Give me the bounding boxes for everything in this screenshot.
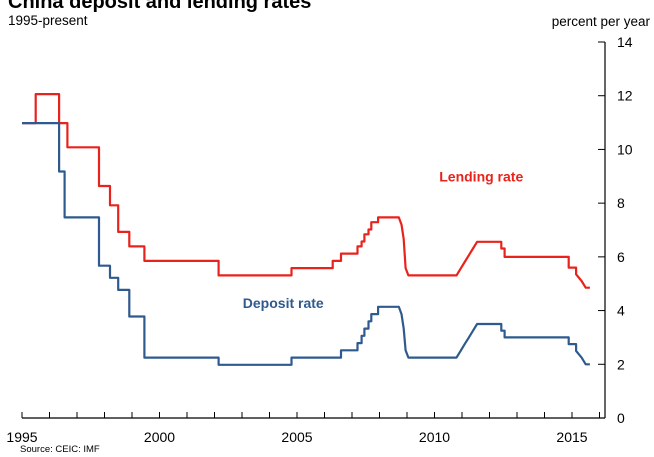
y-tick-label: 8 bbox=[617, 195, 625, 211]
source-note: Source: CEIC: IMF bbox=[20, 444, 100, 455]
lending-rate-line bbox=[22, 93, 590, 289]
y-tick-label: 0 bbox=[617, 410, 625, 426]
y-tick-label: 14 bbox=[617, 34, 633, 50]
x-tick-label: 2005 bbox=[281, 429, 312, 445]
chart-axes: 0 2 4 6 8 10 12 14 1995 2000 2005 2010 2015 bbox=[6, 34, 632, 445]
deposit-rate-line bbox=[22, 122, 590, 366]
y-tick-label: 2 bbox=[617, 356, 625, 372]
x-tick-label: 2015 bbox=[556, 429, 587, 445]
chart-series bbox=[22, 93, 590, 366]
x-tick-label: 2010 bbox=[419, 429, 450, 445]
y-axis-label: percent per year bbox=[551, 14, 650, 29]
deposit-rate-label: Deposit rate bbox=[243, 295, 324, 311]
x-tick-label: 1995 bbox=[6, 429, 37, 445]
x-tick-label: 2000 bbox=[144, 429, 175, 445]
y-tick-label: 4 bbox=[617, 303, 625, 319]
y-tick-label: 12 bbox=[617, 88, 633, 104]
y-tick-label: 10 bbox=[617, 141, 633, 157]
chart-series-labels: Lending rate Deposit rate bbox=[243, 169, 524, 311]
chart-title: China deposit and lending rates bbox=[8, 0, 312, 13]
lending-rate-label: Lending rate bbox=[439, 169, 523, 185]
chart-subtitle: 1995-present bbox=[8, 13, 88, 28]
y-tick-label: 6 bbox=[617, 249, 625, 265]
